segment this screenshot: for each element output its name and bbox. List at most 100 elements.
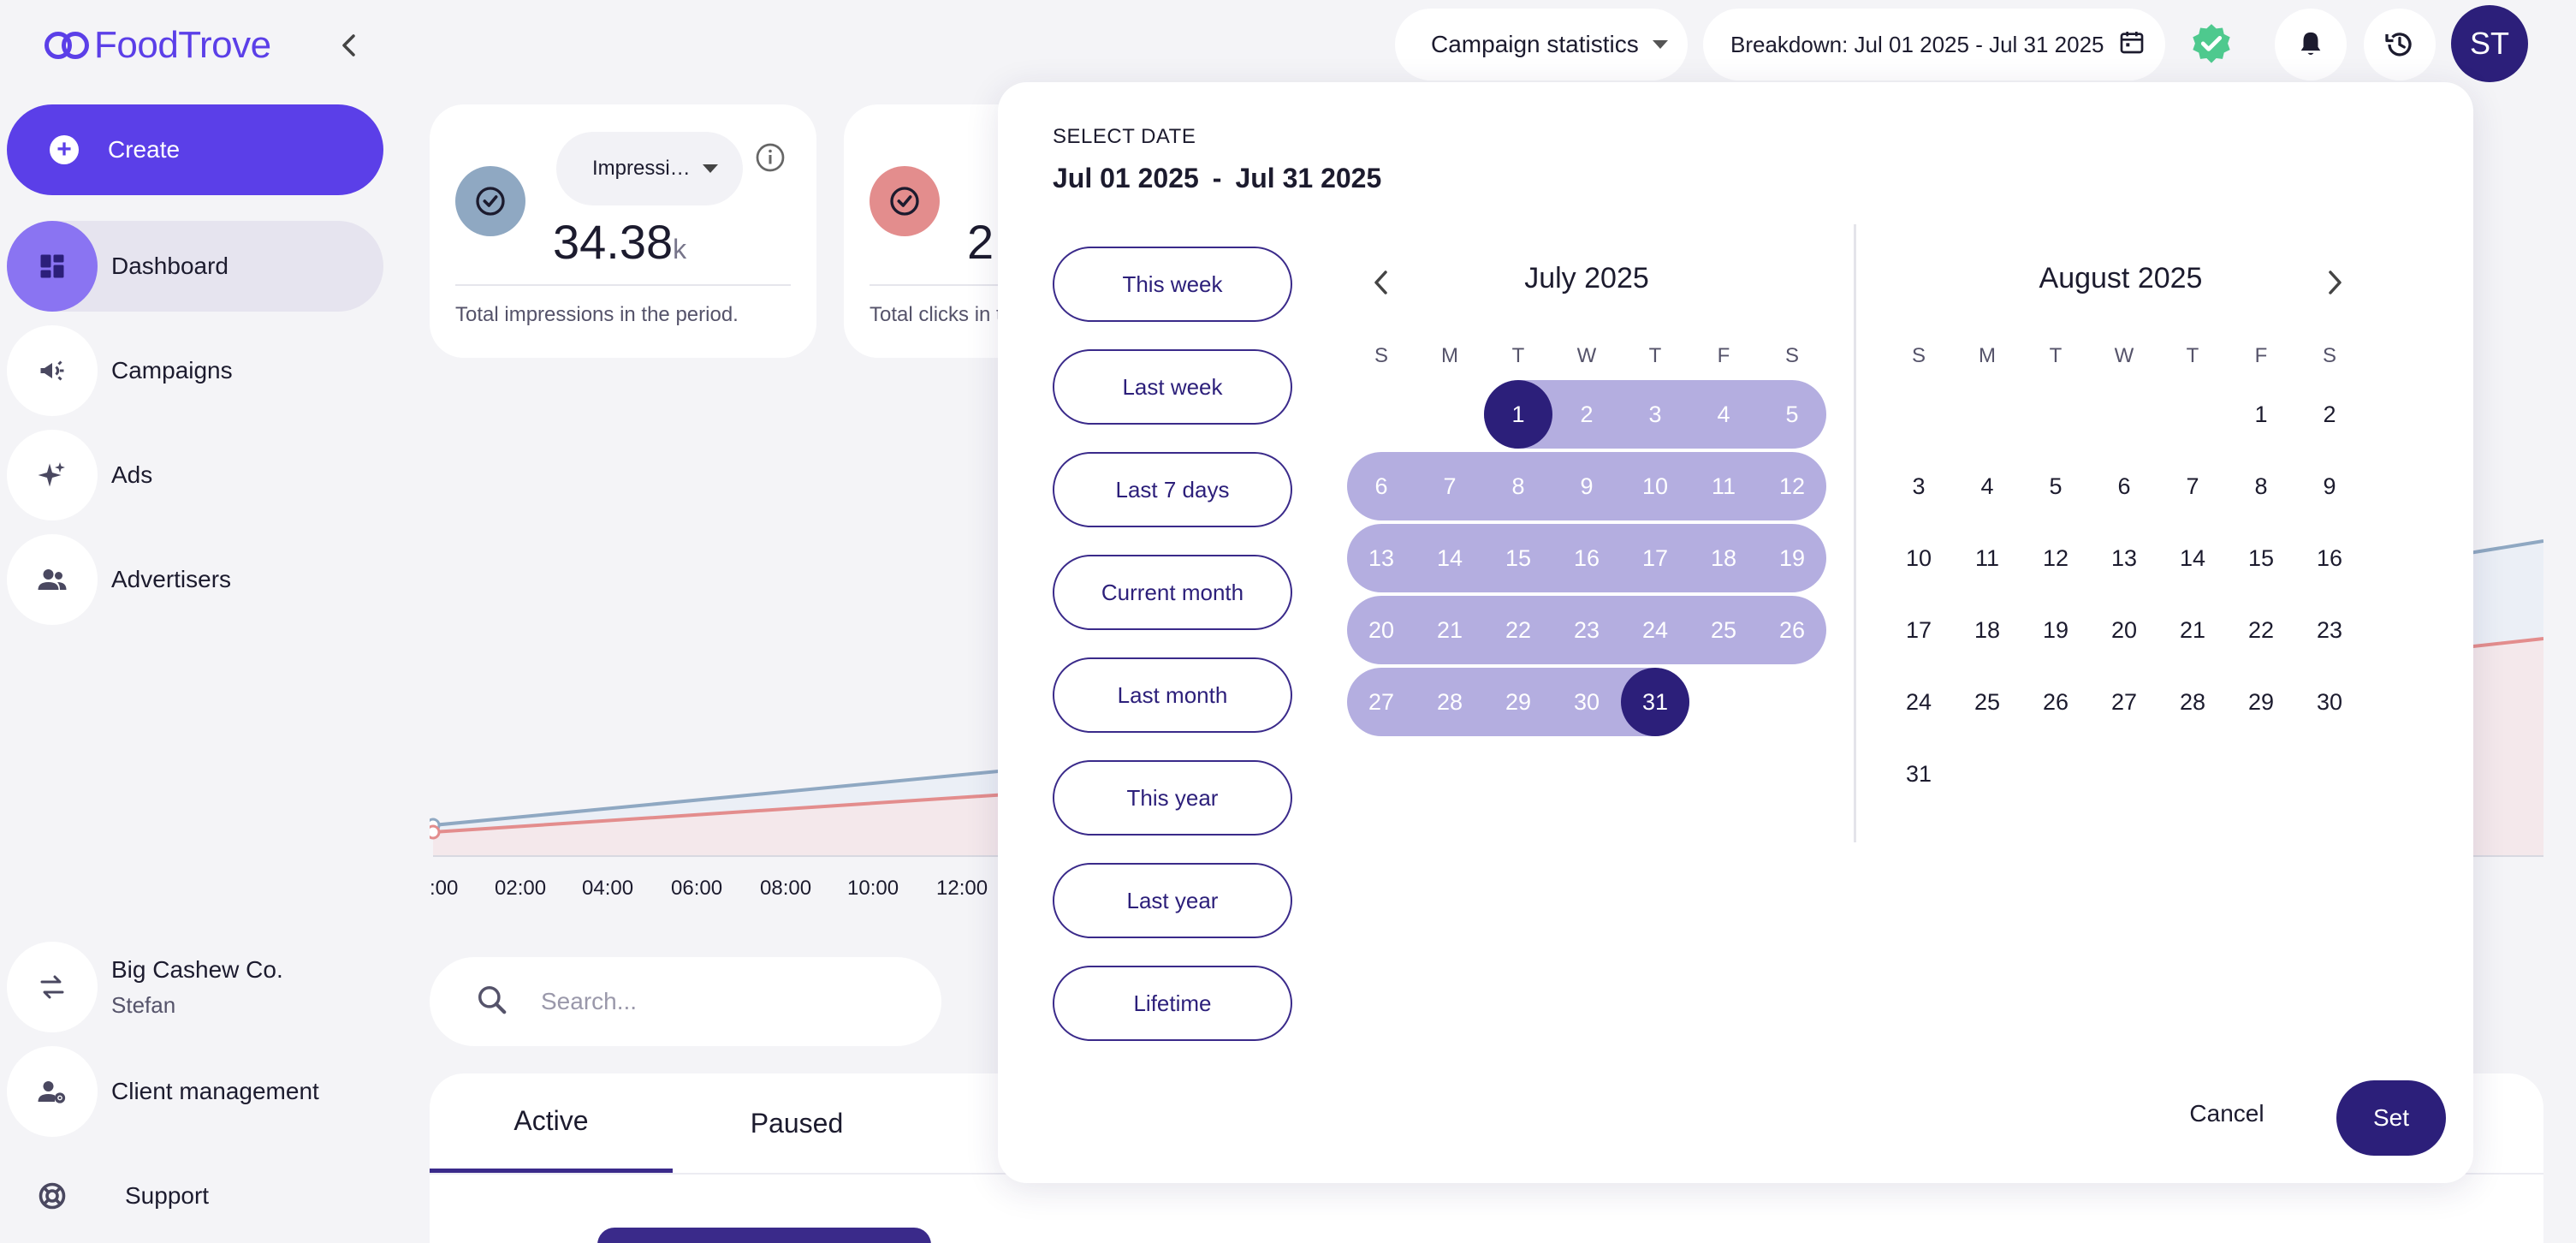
calendar-day[interactable]: 13	[1368, 544, 1395, 571]
tab-paused[interactable]: Paused	[750, 1107, 844, 1139]
calendar-day[interactable]: 23	[2316, 616, 2343, 643]
calendar-day[interactable]: 18	[1710, 544, 1737, 571]
collapse-sidebar-button[interactable]	[334, 26, 363, 65]
calendar-day[interactable]: 27	[1368, 688, 1395, 715]
calendar-day[interactable]: 26	[1778, 616, 1806, 643]
calendar-day[interactable]: 29	[1505, 688, 1532, 715]
cancel-button[interactable]: Cancel	[2189, 1100, 2264, 1127]
calendar-day[interactable]: 30	[1573, 688, 1600, 715]
calendar-day[interactable]: 14	[1436, 544, 1463, 571]
calendar-day[interactable]: 6	[1374, 473, 1388, 499]
calendar-day[interactable]: 10	[1641, 473, 1669, 499]
calendar-day[interactable]: 22	[2247, 616, 2275, 643]
calendar-day[interactable]: 1	[1484, 380, 1552, 449]
search-input[interactable]	[541, 988, 849, 1015]
preset-this-week[interactable]: This week	[1053, 247, 1292, 322]
calendar-day[interactable]: 1	[2254, 401, 2268, 427]
history-button[interactable]	[2364, 9, 2436, 80]
sidebar-item-dashboard[interactable]: Dashboard	[7, 221, 383, 312]
calendar-day[interactable]: 2	[2323, 401, 2336, 427]
calendar-day[interactable]: 4	[1980, 473, 1994, 499]
calendar-day[interactable]: 31	[1621, 668, 1689, 736]
calendar-day[interactable]: 12	[1778, 473, 1806, 499]
calendar-day[interactable]: 31	[1905, 760, 1932, 787]
preset-last-week[interactable]: Last week	[1053, 349, 1292, 425]
date-breakdown-button[interactable]: Breakdown: Jul 01 2025 - Jul 31 2025	[1703, 9, 2165, 80]
partial-button[interactable]	[597, 1228, 931, 1243]
month-title-july: July 2025	[1524, 262, 1649, 294]
next-month-button[interactable]	[2323, 267, 2348, 298]
calendar-day[interactable]: 17	[1641, 544, 1669, 571]
preset-lifetime[interactable]: Lifetime	[1053, 966, 1292, 1041]
calendar-day[interactable]: 24	[1905, 688, 1932, 715]
sidebar-item-ads[interactable]: Ads	[7, 430, 383, 520]
sidebar-item-advertisers[interactable]: Advertisers	[7, 534, 383, 625]
calendar-day[interactable]: 9	[1580, 473, 1594, 499]
account-info: Big Cashew Co. Stefan	[111, 956, 283, 1019]
account-switcher[interactable]: Big Cashew Co. Stefan	[7, 942, 383, 1032]
avatar[interactable]: ST	[2451, 5, 2528, 82]
calendar-day[interactable]: 19	[1778, 544, 1806, 571]
preset-last-7-days[interactable]: Last 7 days	[1053, 452, 1292, 527]
preset-last-year[interactable]: Last year	[1053, 863, 1292, 938]
calendar-day[interactable]: 20	[2110, 616, 2138, 643]
calendar-day[interactable]: 21	[1436, 616, 1463, 643]
calendar-day[interactable]: 16	[2316, 544, 2343, 571]
foodtrove-logo[interactable]: FoodTrove	[45, 21, 271, 70]
calendar-day[interactable]: 28	[2179, 688, 2206, 715]
calendar-day[interactable]: 30	[2316, 688, 2343, 715]
calendar-day[interactable]: 17	[1905, 616, 1932, 643]
calendar-day[interactable]: 28	[1436, 688, 1463, 715]
calendar-day[interactable]: 8	[1511, 473, 1525, 499]
sparkles-icon	[7, 430, 98, 520]
calendar-day[interactable]: 21	[2179, 616, 2206, 643]
calendar-day[interactable]: 18	[1974, 616, 2001, 643]
calendar-day[interactable]: 4	[1717, 401, 1730, 427]
calendar-day[interactable]: 9	[2323, 473, 2336, 499]
calendar-day[interactable]: 16	[1573, 544, 1600, 571]
calendar-day[interactable]: 13	[2110, 544, 2138, 571]
weekday-label: S	[1784, 344, 1799, 367]
calendar-day[interactable]: 15	[2247, 544, 2275, 571]
calendar-day[interactable]: 29	[2247, 688, 2275, 715]
calendar-day[interactable]: 11	[1711, 473, 1736, 499]
preset-current-month[interactable]: Current month	[1053, 555, 1292, 630]
campaign-statistics-select[interactable]: Campaign statistics	[1395, 9, 1688, 80]
preset-last-month[interactable]: Last month	[1053, 657, 1292, 733]
calendar-day[interactable]: 7	[1443, 473, 1457, 499]
tab-active[interactable]: Active	[430, 1074, 673, 1173]
calendar-day[interactable]: 19	[2042, 616, 2069, 643]
calendar-day[interactable]: 20	[1368, 616, 1395, 643]
calendar-day[interactable]: 25	[1974, 688, 2001, 715]
sidebar-item-client-management[interactable]: Client management	[7, 1046, 383, 1137]
calendar-day[interactable]: 2	[1580, 401, 1594, 427]
calendar-day[interactable]: 27	[2110, 688, 2138, 715]
calendar-day[interactable]: 22	[1505, 616, 1532, 643]
notifications-button[interactable]	[2275, 9, 2347, 80]
bell-icon	[2300, 32, 2321, 56]
calendar-day[interactable]: 26	[2042, 688, 2069, 715]
calendar-day[interactable]: 10	[1905, 544, 1932, 571]
previous-month-button[interactable]	[1368, 267, 1393, 298]
calendar-day[interactable]: 14	[2179, 544, 2206, 571]
calendar-day[interactable]: 25	[1710, 616, 1737, 643]
calendar-day[interactable]: 3	[1912, 473, 1926, 499]
calendar-day[interactable]: 8	[2254, 473, 2268, 499]
calendar-day[interactable]: 6	[2117, 473, 2131, 499]
set-button[interactable]: Set	[2336, 1080, 2446, 1156]
calendar-day[interactable]: 24	[1641, 616, 1669, 643]
calendar-day[interactable]: 3	[1648, 401, 1662, 427]
sidebar-item-campaigns[interactable]: Campaigns	[7, 325, 383, 416]
calendar-day[interactable]: 7	[2186, 473, 2199, 499]
calendar-day[interactable]: 5	[2049, 473, 2063, 499]
info-icon[interactable]	[755, 142, 786, 177]
calendar-day[interactable]: 11	[1974, 544, 2000, 571]
calendar-day[interactable]: 23	[1573, 616, 1600, 643]
calendar-day[interactable]: 5	[1785, 401, 1799, 427]
metric-select[interactable]: Impressi…	[556, 132, 743, 205]
calendar-day[interactable]: 15	[1505, 544, 1532, 571]
calendar-day[interactable]: 12	[2042, 544, 2069, 571]
preset-this-year[interactable]: This year	[1053, 760, 1292, 836]
create-button[interactable]: + Create	[7, 104, 383, 195]
sidebar-item-support[interactable]: Support	[7, 1175, 209, 1217]
